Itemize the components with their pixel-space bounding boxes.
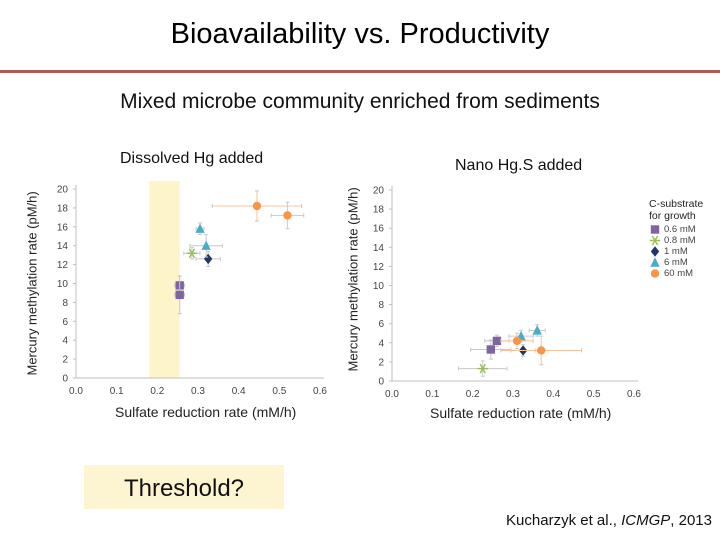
panel-label-dissolved: Dissolved Hg added [120, 150, 264, 167]
legend-label: 6 mM [664, 257, 688, 268]
data-point-0_6-mM [175, 290, 184, 300]
threshold-band [149, 181, 180, 378]
legend-marker-shape [650, 246, 660, 257]
chart-dissolved-hg: 0 2 4 6 8 10 12 14 16 18 20 0.0 0.1 0.2 0.3 0.4 0.5 0.6 [57, 181, 327, 397]
legend: C-substrate for growth 0.6 mM 0.8 mM 1 mM 6… [649, 198, 703, 279]
x-tick-label: 0.1 [425, 389, 439, 400]
title-divider [0, 70, 720, 73]
y-tick-label: 0 [378, 377, 384, 388]
x-axis-label-right: Sulfate reduction rate (mM/h) [430, 405, 612, 421]
legend-item: 60 mM [649, 268, 703, 279]
x-tick-label: 0.4 [546, 389, 560, 400]
legend-item: 0.6 mM [649, 224, 703, 235]
legend-label: 60 mM [664, 268, 694, 279]
data-point-0_6-mM [486, 345, 496, 354]
legend-marker-shape [650, 225, 660, 234]
legend-label: 1 mM [664, 246, 688, 257]
data-point-6-mM [201, 240, 211, 250]
data-point-6-mM [195, 223, 205, 233]
data-point-0_6-mM [492, 336, 502, 346]
x-tick-label: 0.0 [385, 389, 399, 400]
x-tick-label: 0.2 [466, 389, 480, 400]
legend-marker-shape [650, 257, 660, 267]
x-tick-label: 0.5 [272, 386, 286, 397]
y-tick-label: 6 [62, 317, 68, 328]
y-tick-label: 18 [373, 205, 385, 216]
data-point-0_8-mM [477, 363, 488, 374]
y-tick-label: 0 [62, 374, 68, 385]
y-tick-label: 14 [373, 243, 385, 254]
y-tick-label: 2 [378, 357, 384, 368]
y-tick-label: 2 [62, 355, 68, 366]
y-tick-label: 16 [57, 222, 69, 233]
slide-title: Bioavailability vs. Productivity [170, 18, 550, 50]
legend-marker [649, 235, 661, 246]
y-tick-label: 18 [57, 203, 69, 214]
legend-item: 0.8 mM [649, 235, 703, 246]
data-point-60-mM [512, 336, 522, 346]
legend-item: 1 mM [649, 246, 703, 257]
legend-marker-shape [649, 235, 661, 246]
y-tick-label: 20 [57, 185, 69, 196]
star-stroke [188, 248, 196, 259]
x-tick-label: 0.6 [627, 389, 641, 400]
legend-title-line1: C-substrate [649, 198, 704, 210]
y-axis-label-left: Mercury methylation rate (pM/h) [24, 191, 40, 376]
legend-marker [650, 225, 660, 234]
x-tick-label: 0.5 [587, 389, 601, 400]
legend-label: 0.8 mM [664, 235, 696, 246]
panel-label-nano: Nano Hg.S added [455, 157, 583, 174]
legend-marker [650, 246, 660, 257]
threshold-callout: Threshold? [84, 465, 284, 509]
data-point-6-mM [532, 325, 542, 335]
star-stroke [479, 363, 486, 374]
citation: Kucharzyk et al., ICMGP, 2013 [440, 512, 712, 529]
y-tick-label: 8 [378, 300, 384, 311]
y-tick-label: 12 [57, 260, 69, 271]
legend-marker [650, 257, 660, 267]
y-tick-label: 8 [62, 298, 68, 309]
citation-author: Kucharzyk et al., [506, 512, 622, 529]
y-tick-label: 10 [373, 281, 385, 292]
y-tick-label: 16 [373, 224, 385, 235]
legend-marker [650, 269, 660, 278]
x-tick-label: 0.0 [69, 386, 83, 397]
y-tick-label: 14 [57, 241, 69, 252]
x-tick-label: 0.4 [232, 386, 246, 397]
data-point-60-mM [252, 201, 262, 211]
data-point-0_8-mM [186, 248, 198, 259]
x-tick-label: 0.2 [150, 386, 164, 397]
chart-nano-hgs: 0 2 4 6 8 10 12 14 16 18 20 0.0 0.1 0.2 0.3 0.4 0.5 0.6 [373, 186, 642, 401]
legend-label: 0.6 mM [664, 224, 696, 235]
legend-title-line2: for growth [649, 210, 696, 222]
y-tick-label: 4 [378, 338, 384, 349]
data-point-60-mM [537, 346, 546, 355]
data-point-1-mM [203, 253, 213, 265]
citation-year: , 2013 [670, 512, 712, 529]
citation-venue: ICMGP [621, 512, 671, 529]
legend-marker-shape [650, 269, 660, 278]
x-tick-label: 0.3 [191, 386, 205, 397]
x-tick-label: 0.6 [313, 386, 327, 397]
legend-item: 6 mM [649, 257, 703, 268]
y-tick-label: 4 [62, 336, 68, 347]
data-point-60-mM [283, 211, 292, 220]
x-tick-label: 0.3 [506, 389, 520, 400]
y-tick-label: 6 [378, 319, 384, 330]
y-axis-label-right: Mercury methylation rate (pM/h) [345, 187, 361, 372]
star-stroke [651, 235, 659, 246]
y-tick-label: 20 [373, 186, 385, 197]
x-tick-label: 0.1 [110, 386, 124, 397]
x-axis-label-left: Sulfate reduction rate (mM/h) [115, 404, 297, 420]
y-tick-label: 10 [57, 279, 69, 290]
y-tick-label: 12 [373, 262, 385, 273]
slide-subtitle: Mixed microbe community enriched from se… [120, 90, 600, 113]
